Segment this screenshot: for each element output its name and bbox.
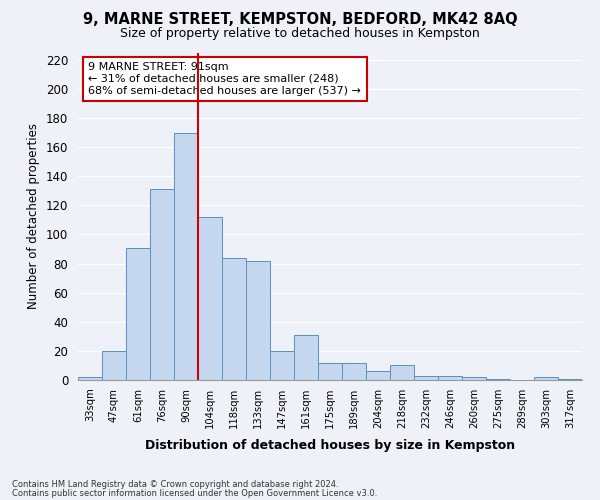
- Bar: [438, 376, 462, 380]
- Bar: [246, 260, 270, 380]
- Bar: [318, 362, 342, 380]
- Bar: [390, 366, 414, 380]
- Bar: [174, 132, 198, 380]
- Bar: [462, 377, 486, 380]
- Bar: [414, 376, 438, 380]
- Bar: [150, 190, 174, 380]
- Bar: [102, 351, 126, 380]
- Bar: [270, 351, 294, 380]
- Text: Contains public sector information licensed under the Open Government Licence v3: Contains public sector information licen…: [12, 489, 377, 498]
- Bar: [294, 335, 318, 380]
- Bar: [366, 372, 390, 380]
- Text: Contains HM Land Registry data © Crown copyright and database right 2024.: Contains HM Land Registry data © Crown c…: [12, 480, 338, 489]
- Bar: [558, 378, 582, 380]
- Bar: [222, 258, 246, 380]
- Bar: [486, 378, 510, 380]
- Text: 9 MARNE STREET: 91sqm
← 31% of detached houses are smaller (248)
68% of semi-det: 9 MARNE STREET: 91sqm ← 31% of detached …: [88, 62, 361, 96]
- Y-axis label: Number of detached properties: Number of detached properties: [28, 123, 40, 309]
- Text: Size of property relative to detached houses in Kempston: Size of property relative to detached ho…: [120, 28, 480, 40]
- Text: 9, MARNE STREET, KEMPSTON, BEDFORD, MK42 8AQ: 9, MARNE STREET, KEMPSTON, BEDFORD, MK42…: [83, 12, 517, 28]
- Bar: [198, 217, 222, 380]
- X-axis label: Distribution of detached houses by size in Kempston: Distribution of detached houses by size …: [145, 439, 515, 452]
- Bar: [126, 248, 150, 380]
- Bar: [342, 362, 366, 380]
- Bar: [78, 377, 102, 380]
- Bar: [534, 377, 558, 380]
